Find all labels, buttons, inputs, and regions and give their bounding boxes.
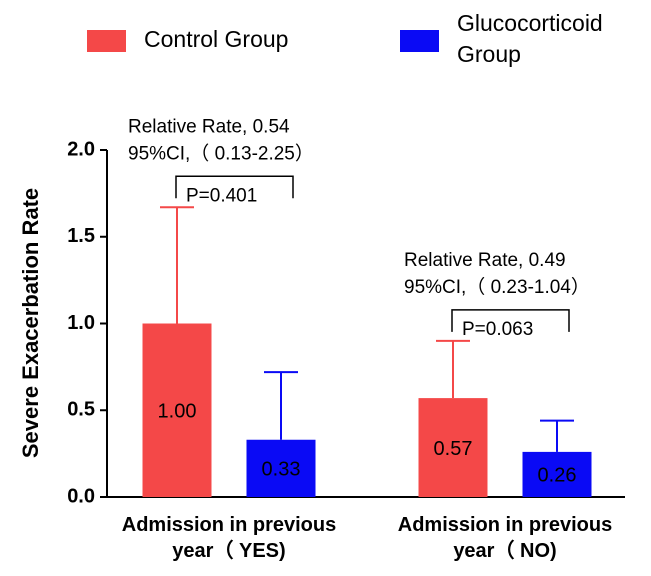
y-tick-label: 0.5: [67, 399, 95, 421]
legend-label-box: Control Group: [144, 26, 289, 52]
significance-bracket: [175, 175, 294, 199]
legend-swatch: [400, 30, 439, 52]
value-label: 0.33: [262, 459, 301, 481]
legend-label: Control Group: [144, 26, 289, 52]
confidence-interval: 95%CI,（ 0.13-2.25）: [128, 142, 314, 164]
y-tick-label: 1.0: [67, 312, 95, 334]
legend-swatch: [87, 30, 126, 52]
bar: [418, 398, 488, 497]
x-tick-label: Admission in previous year（ NO): [397, 514, 613, 562]
value-label: 0.57: [434, 438, 473, 460]
y-tick-label: 0.0: [67, 485, 95, 507]
y-tick-label: 2.0: [67, 138, 95, 160]
confidence-interval: 95%CI,（ 0.23-1.04）: [404, 276, 590, 298]
p-value: P=0.063: [462, 319, 533, 340]
x-tick-label-box: Admission in previous year（ YES): [121, 514, 337, 562]
x-tick-label: Admission in previous year（ YES): [121, 514, 337, 562]
value-label: 0.26: [538, 465, 577, 487]
relative-rate: Relative Rate, 0.49: [404, 250, 566, 271]
significance-bracket: [451, 309, 570, 332]
y-axis-title: Severe Exacerbation Rate: [18, 188, 43, 458]
x-tick-label-box: Admission in previous year（ NO): [397, 514, 613, 562]
y-tick-label: 1.5: [67, 225, 95, 247]
bar: [522, 451, 592, 497]
relative-rate: Relative Rate, 0.54: [128, 116, 290, 137]
legend-label-box: Glucocorticoid Group: [457, 10, 603, 68]
legend-label: Glucocorticoid Group: [457, 10, 603, 68]
value-label: 1.00: [158, 401, 197, 423]
p-value: P=0.401: [186, 185, 257, 206]
bar: [142, 323, 212, 497]
bar: [246, 439, 316, 497]
